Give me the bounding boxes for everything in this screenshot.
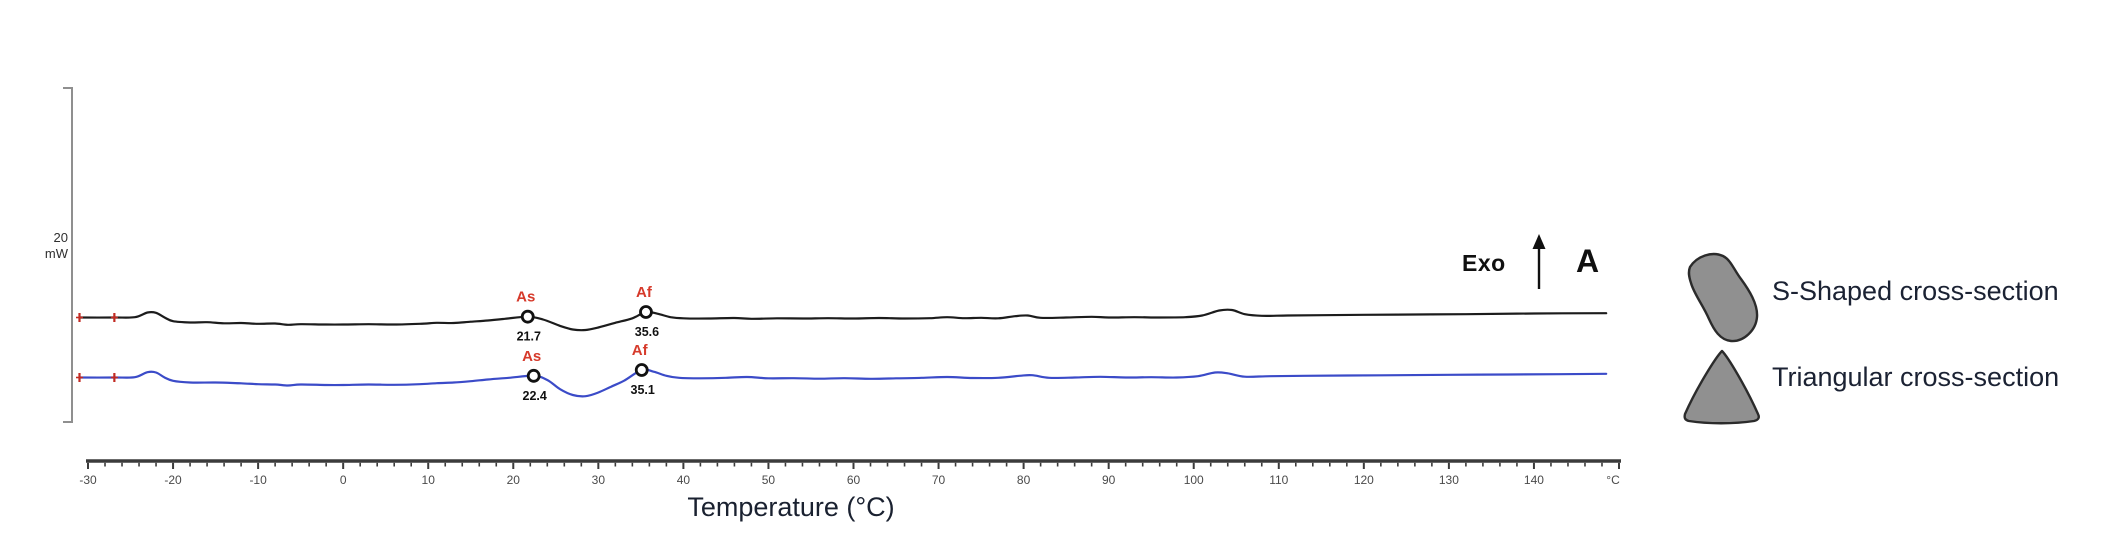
annotation-as-value: 22.4 (523, 389, 547, 403)
legend-label-triangular: Triangular cross-section (1772, 362, 2060, 392)
y-scale-bar-unit: mW (44, 246, 68, 261)
exo-label: Exo (1462, 250, 1506, 276)
y-scale-bar-value: 20 (53, 230, 68, 245)
y-scale-bracket (63, 87, 73, 423)
annotation-as-label: As (516, 289, 535, 306)
annotation-as-value: 21.7 (517, 330, 541, 344)
marker-af-circle (639, 305, 653, 319)
x-axis-tick-label: -10 (249, 473, 267, 487)
x-axis-tick-label: 60 (847, 473, 861, 487)
x-axis-tick-label: 0 (340, 473, 347, 487)
annotation-af-value: 35.1 (631, 383, 655, 397)
x-axis-tick-label: 10 (422, 473, 436, 487)
x-axis-tick-label: 120 (1354, 473, 1374, 487)
annotation-as-label: As (522, 348, 541, 365)
y-scale-bar-label: 20 mW (22, 230, 68, 262)
annotation-af-label: Af (632, 342, 649, 359)
annotation-af-value: 35.6 (635, 325, 659, 339)
x-axis-title: Temperature (°C) (687, 492, 895, 522)
panel-label: A (1576, 243, 1600, 279)
x-axis-tick-label: -20 (164, 473, 182, 487)
curve-black (78, 308, 1608, 332)
marker-af-circle (634, 363, 649, 377)
x-axis-tick-label: 100 (1184, 473, 1204, 487)
curve-blue (78, 368, 1608, 398)
x-axis-tick-label: 130 (1439, 473, 1459, 487)
marker-as-circle (520, 309, 535, 324)
x-axis-tick-label: 70 (932, 473, 946, 487)
marker-as-circle (526, 368, 541, 383)
x-axis-tick-label: 80 (1017, 473, 1031, 487)
x-axis-tick-label: 90 (1102, 473, 1116, 487)
x-axis-tick-label: 50 (762, 473, 776, 487)
legend-label-s-shaped: S-Shaped cross-section (1772, 276, 2059, 306)
x-axis-tick-label: 40 (677, 473, 691, 487)
exo-up-arrow-icon (1532, 234, 1546, 289)
x-axis-tick-label: -30 (79, 473, 97, 487)
triangular-cross-section-icon (1683, 349, 1760, 425)
x-axis-tick-label: 20 (507, 473, 521, 487)
s-shaped-cross-section-icon (1687, 252, 1759, 343)
x-axis-tick-label: 140 (1524, 473, 1544, 487)
x-axis-unit-label: °C (1606, 473, 1620, 487)
x-axis-tick-label: 110 (1269, 473, 1288, 487)
annotation-af-label: Af (636, 284, 653, 301)
x-axis-tick-label: 30 (592, 473, 606, 487)
